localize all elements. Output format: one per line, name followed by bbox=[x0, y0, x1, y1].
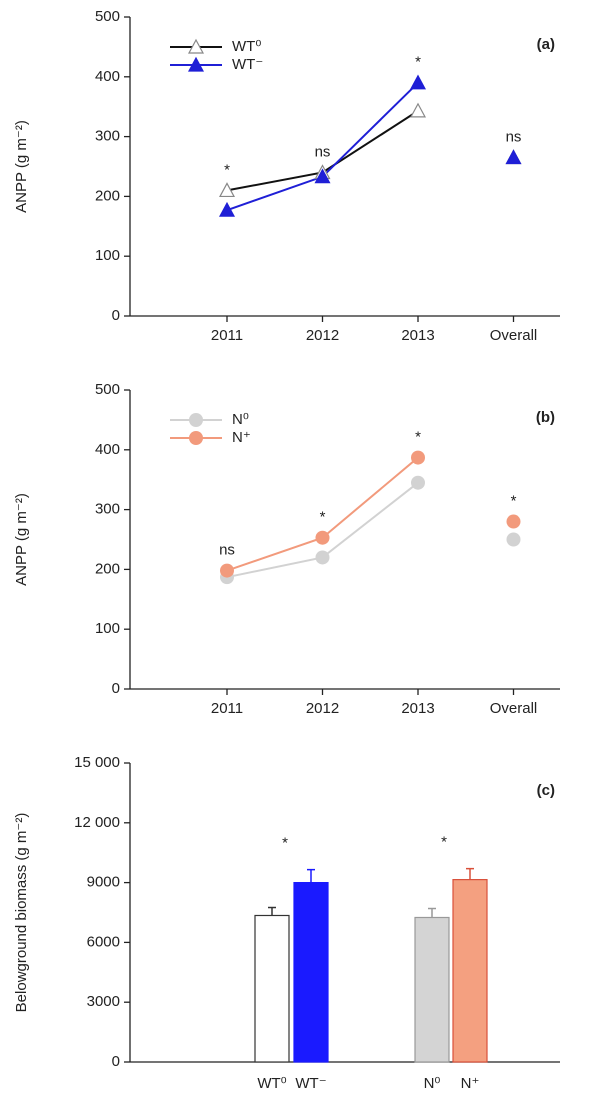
x-tick-label: WT⁻ bbox=[295, 1075, 326, 1092]
y-axis-title: Belowground biomass (g m⁻²) bbox=[13, 813, 30, 1013]
y-tick-label: 200 bbox=[95, 187, 120, 204]
annotation: * bbox=[415, 54, 421, 71]
annotation: ns bbox=[315, 143, 331, 160]
point bbox=[409, 74, 427, 90]
point bbox=[315, 530, 330, 545]
bar bbox=[254, 914, 290, 1063]
x-tick-label: 2011 bbox=[211, 327, 243, 344]
legend-label: N⁺ bbox=[232, 429, 251, 446]
legend-label: WT⁰ bbox=[232, 38, 261, 55]
annotation: ns bbox=[219, 542, 235, 559]
y-tick-label: 0 bbox=[112, 680, 120, 697]
x-tick-label: Overall bbox=[490, 700, 538, 717]
annotation: * bbox=[224, 161, 230, 178]
point bbox=[409, 102, 427, 118]
y-tick-label: 100 bbox=[95, 620, 120, 637]
point bbox=[314, 168, 331, 184]
legend-label: N⁰ bbox=[232, 411, 249, 428]
x-tick-label: 2012 bbox=[306, 327, 339, 344]
point bbox=[411, 475, 425, 490]
y-tick-label: 15 000 bbox=[74, 754, 120, 771]
y-tick-label: 0 bbox=[112, 307, 120, 324]
y-tick-label: 300 bbox=[95, 128, 120, 145]
point bbox=[220, 563, 234, 578]
point bbox=[218, 182, 236, 198]
point bbox=[411, 450, 425, 465]
panel-label: (b) bbox=[536, 409, 555, 426]
point bbox=[189, 413, 203, 427]
x-tick-label: N⁰ bbox=[424, 1075, 441, 1092]
point bbox=[189, 431, 203, 445]
point bbox=[315, 550, 330, 565]
annotation: * bbox=[441, 834, 447, 851]
panel-label: (c) bbox=[537, 782, 555, 799]
point bbox=[218, 201, 236, 217]
y-tick-label: 0 bbox=[112, 1053, 120, 1070]
y-axis-title: ANPP (g m⁻²) bbox=[13, 120, 30, 213]
x-tick-label: 2012 bbox=[306, 700, 339, 717]
y-tick-label: 9000 bbox=[87, 874, 120, 891]
annotation: ns bbox=[506, 128, 522, 145]
y-tick-label: 6000 bbox=[87, 933, 120, 950]
point bbox=[505, 149, 522, 165]
y-tick-label: 300 bbox=[95, 501, 120, 518]
y-tick-label: 12 000 bbox=[74, 814, 120, 831]
x-tick-label: 2013 bbox=[401, 700, 434, 717]
y-tick-label: 500 bbox=[95, 8, 120, 25]
bar bbox=[293, 881, 329, 1063]
point bbox=[187, 38, 205, 54]
y-tick-label: 200 bbox=[95, 560, 120, 577]
y-axis-title: ANPP (g m⁻²) bbox=[13, 493, 30, 586]
y-tick-label: 100 bbox=[95, 247, 120, 264]
x-tick-label: N⁺ bbox=[461, 1075, 480, 1092]
x-tick-label: WT⁰ bbox=[257, 1075, 286, 1092]
point bbox=[187, 56, 205, 72]
legend-label: WT⁻ bbox=[232, 56, 263, 73]
point bbox=[506, 532, 521, 547]
bar bbox=[414, 916, 450, 1063]
point bbox=[506, 514, 521, 529]
x-tick-label: 2013 bbox=[401, 327, 434, 344]
y-tick-label: 3000 bbox=[87, 993, 120, 1010]
y-tick-label: 400 bbox=[95, 68, 120, 85]
annotation: * bbox=[282, 835, 288, 852]
y-tick-label: 500 bbox=[95, 381, 120, 398]
x-tick-label: Overall bbox=[490, 327, 538, 344]
annotation: * bbox=[320, 509, 326, 526]
panel-label: (a) bbox=[537, 36, 555, 53]
annotation: * bbox=[511, 493, 517, 510]
annotation: * bbox=[415, 429, 421, 446]
bar bbox=[452, 879, 488, 1063]
y-tick-label: 400 bbox=[95, 441, 120, 458]
x-tick-label: 2011 bbox=[211, 700, 243, 717]
